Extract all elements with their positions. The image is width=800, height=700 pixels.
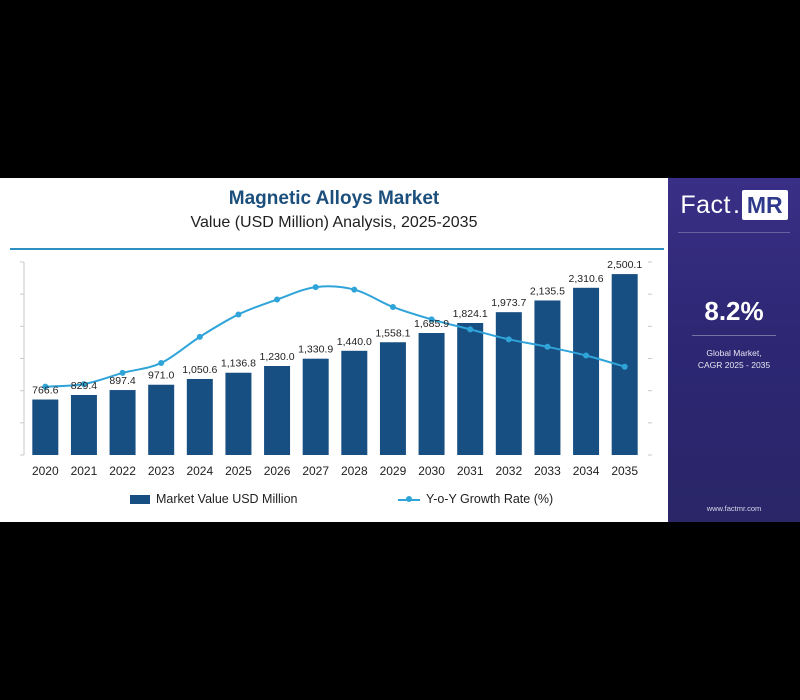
growth-line <box>45 285 625 388</box>
growth-point-2021 <box>80 381 87 388</box>
bar-2031 <box>457 323 484 455</box>
growth-point-2029 <box>389 303 396 310</box>
x-tick-2021: 2021 <box>71 464 98 478</box>
cagr-label-line2: CAGR 2025 - 2035 <box>697 360 771 370</box>
bar-2022 <box>109 390 136 455</box>
bar-label-2020: 766.6 <box>32 385 58 397</box>
growth-point-2030 <box>428 316 435 323</box>
x-tick-2023: 2023 <box>148 464 175 478</box>
bar-2024 <box>186 378 213 455</box>
bar-label-2028: 1,440.0 <box>337 336 372 348</box>
x-tick-2030: 2030 <box>418 464 445 478</box>
x-tick-2034: 2034 <box>573 464 600 478</box>
cagr-label-line1: Global Market, <box>706 348 762 358</box>
bars-group <box>32 274 638 455</box>
x-tick-2022: 2022 <box>109 464 136 478</box>
x-tick-2026: 2026 <box>264 464 291 478</box>
growth-point-2024 <box>196 333 203 340</box>
bar-2030 <box>418 333 445 455</box>
growth-line-group <box>42 284 628 390</box>
legend-item-growth-rate: Y-o-Y Growth Rate (%) <box>398 492 553 506</box>
cagr-value: 8.2% <box>704 296 764 326</box>
legend-swatch-bar <box>130 494 150 504</box>
x-tick-2031: 2031 <box>457 464 484 478</box>
panel-divider <box>678 232 790 233</box>
growth-point-2034 <box>583 352 590 359</box>
bar-label-2023: 971.0 <box>148 370 174 382</box>
brand-panel: Fact. MR 8.2% Global Market, CAGR 2025 - … <box>668 178 800 522</box>
bar-2028 <box>341 350 368 455</box>
bar-2023 <box>148 384 175 455</box>
bar-label-2033: 2,135.5 <box>530 285 565 297</box>
growth-point-2026 <box>274 296 281 303</box>
growth-point-2031 <box>467 326 474 333</box>
bar-label-2032: 1,973.7 <box>491 297 526 309</box>
chart-card: Magnetic Alloys Market Value (USD Millio… <box>0 178 800 522</box>
bar-2027 <box>302 358 329 455</box>
chart-subtitle: Value (USD Million) Analysis, 2025-2035 <box>190 214 478 231</box>
bar-label-2030: 1,685.9 <box>414 318 449 330</box>
y-axis <box>20 261 652 456</box>
bar-2029 <box>379 342 406 455</box>
x-tick-2020: 2020 <box>32 464 59 478</box>
bar-2021 <box>70 394 97 455</box>
logo-text-mr: MR <box>741 190 788 220</box>
growth-point-2027 <box>312 284 319 291</box>
logo-dot: . <box>732 190 740 219</box>
bar-label-2024: 1,050.6 <box>182 364 217 376</box>
title-divider <box>10 248 664 250</box>
bar-2020 <box>32 399 59 455</box>
legend: Market Value USD Million Y-o-Y Growth Ra… <box>0 492 668 512</box>
growth-point-2023 <box>158 359 165 366</box>
bar-label-2021: 829.4 <box>71 380 97 392</box>
bar-label-2026: 1,230.0 <box>260 351 295 363</box>
cagr-divider <box>692 335 776 336</box>
bar-2032 <box>495 312 522 455</box>
bar-label-2029: 1,558.1 <box>375 327 410 339</box>
x-tick-2029: 2029 <box>380 464 407 478</box>
growth-point-2025 <box>235 311 242 318</box>
x-tick-2028: 2028 <box>341 464 368 478</box>
bar-label-2035: 2,500.1 <box>607 259 642 271</box>
legend-label-market-value: Market Value USD Million <box>156 492 298 506</box>
bar-2026 <box>264 365 291 455</box>
x-axis-ticks: 2020 2021 2022 2023 2024 2025 2026 2027 2028 2029… <box>32 464 638 478</box>
x-tick-2035: 2035 <box>611 464 638 478</box>
bar-2025 <box>225 372 252 455</box>
logo-text-fact: Fact <box>680 190 731 219</box>
factmr-logo: Fact. MR <box>673 188 795 222</box>
x-tick-2024: 2024 <box>186 464 213 478</box>
bar-label-2031: 1,824.1 <box>453 308 488 320</box>
bar-labels-group: 766.6 829.4 897.4 971.0 1,050.6 1,136.8 1,230.… <box>32 259 642 396</box>
site-url: www.factmr.com <box>706 504 762 513</box>
chart-plot: 766.6 829.4 897.4 971.0 1,050.6 1,136.8 1,230.… <box>20 259 652 478</box>
bar-label-2022: 897.4 <box>109 375 135 387</box>
bar-2033 <box>534 300 561 455</box>
growth-point-2032 <box>505 336 512 343</box>
growth-point-2022 <box>119 369 126 376</box>
bar-label-2027: 1,330.9 <box>298 344 333 356</box>
legend-label-growth-rate: Y-o-Y Growth Rate (%) <box>426 492 554 506</box>
bar-label-2034: 2,310.6 <box>569 273 604 285</box>
chart-title: Magnetic Alloys Market <box>228 188 440 209</box>
x-tick-2027: 2027 <box>302 464 329 478</box>
legend-item-market-value: Market Value USD Million <box>130 492 297 506</box>
growth-point-2028 <box>351 286 358 293</box>
bar-label-2025: 1,136.8 <box>221 358 256 370</box>
growth-point-2035 <box>621 363 628 370</box>
bar-2034 <box>573 287 600 455</box>
x-tick-2032: 2032 <box>495 464 522 478</box>
x-tick-2025: 2025 <box>225 464 252 478</box>
legend-swatch-line <box>398 495 420 504</box>
x-tick-2033: 2033 <box>534 464 561 478</box>
growth-point-2020 <box>42 383 49 390</box>
growth-point-2033 <box>544 343 551 350</box>
